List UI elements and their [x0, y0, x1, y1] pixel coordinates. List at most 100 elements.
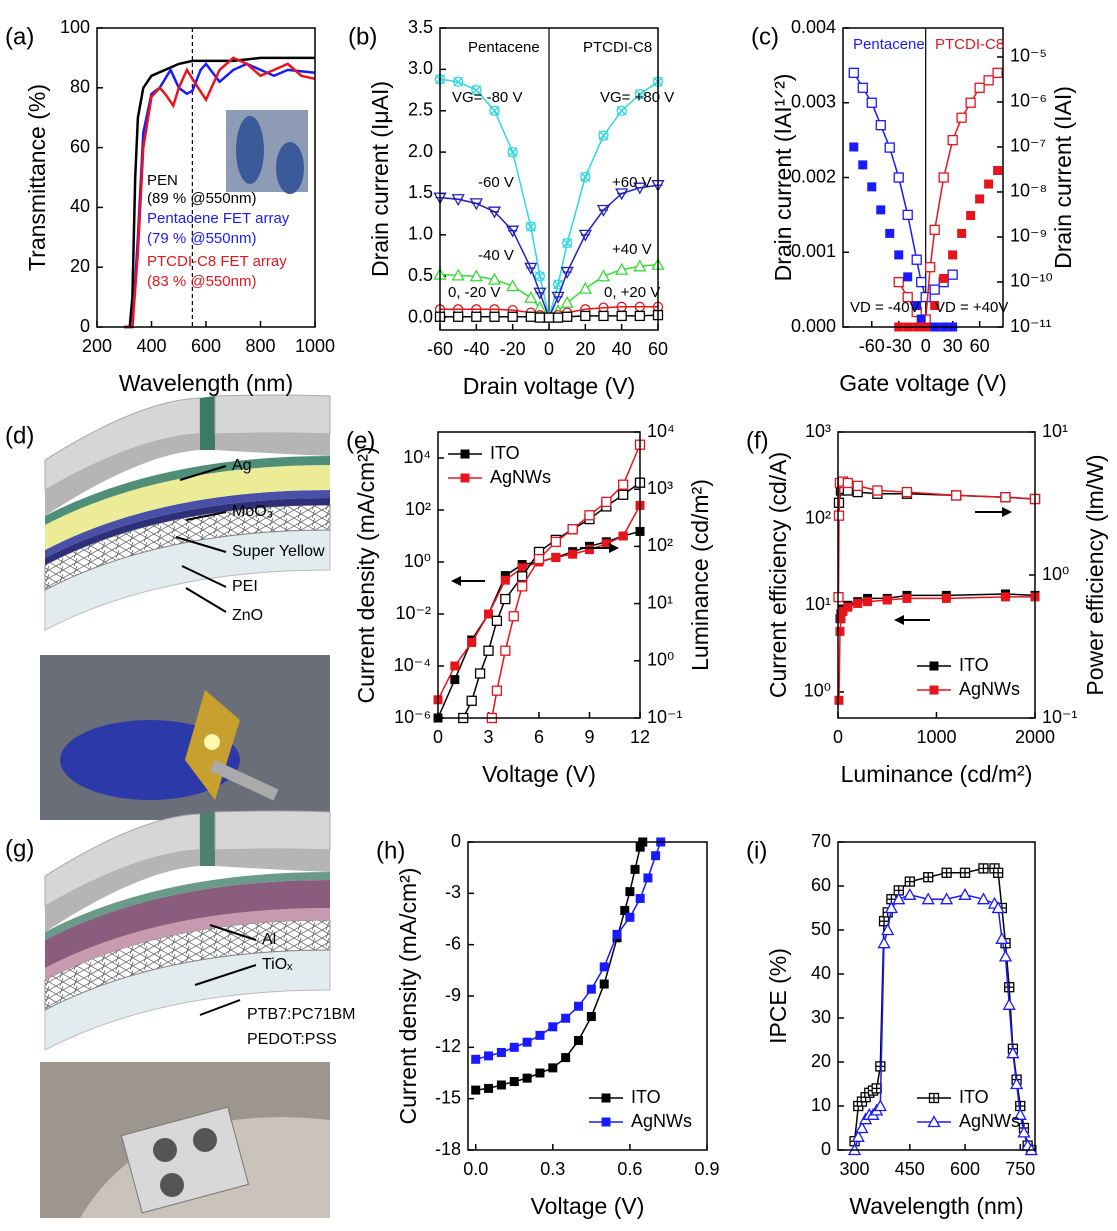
data-point	[509, 1077, 519, 1087]
arrow	[185, 511, 227, 521]
marker-shape	[535, 1068, 545, 1078]
data-point	[978, 863, 989, 874]
x-tick-label: 30	[943, 336, 963, 356]
marker-shape	[534, 271, 545, 282]
x-axis-label: Wavelength (nm)	[849, 1193, 1023, 1219]
x-axis-label: Voltage (V)	[482, 761, 596, 787]
legend-label: ITO	[631, 1087, 661, 1107]
y-tick-label: 100	[60, 17, 90, 37]
data-point	[902, 593, 912, 603]
pei-layer	[45, 490, 330, 558]
data-point	[618, 531, 628, 541]
device-diagram	[44, 394, 331, 631]
marker-shape	[929, 685, 939, 695]
data-point	[584, 510, 595, 521]
y-tick-label: 0.5	[408, 265, 433, 285]
data-point	[551, 552, 561, 562]
marker-shape	[975, 194, 985, 204]
data-point	[928, 1092, 940, 1104]
marker-shape	[838, 606, 848, 616]
marker-shape	[500, 645, 511, 656]
y-tick-label: 10⁰	[404, 551, 431, 571]
marker-shape	[509, 1042, 519, 1052]
y-tick-label: 1.5	[408, 182, 433, 202]
panel-label: (a)	[5, 23, 34, 50]
y-tick-label: 40	[811, 963, 831, 983]
data-point	[630, 864, 640, 874]
y-tick-label: 0.004	[791, 17, 836, 37]
marker-shape	[574, 1035, 584, 1045]
marker-shape	[901, 486, 913, 498]
marker-shape	[487, 272, 502, 285]
annotation: -60 V	[478, 174, 514, 191]
marker-shape	[450, 661, 460, 671]
panel-label: (f)	[746, 427, 769, 454]
data-point	[876, 205, 886, 215]
y-tick-label: 0.001	[791, 241, 836, 261]
marker-shape	[651, 851, 661, 861]
marker-shape	[525, 221, 536, 232]
y-tick-label: 50	[811, 919, 831, 939]
plot-frame	[439, 27, 659, 331]
marker-shape	[471, 1054, 481, 1064]
data-point	[550, 536, 561, 548]
data-point	[471, 311, 482, 322]
y2-tick-label: 10⁻¹	[1042, 707, 1078, 727]
data-point	[882, 595, 892, 605]
marker-shape	[894, 250, 904, 260]
marker-shape	[560, 295, 574, 308]
data-point	[496, 1047, 506, 1057]
data-point	[507, 146, 518, 158]
marker-shape	[863, 597, 873, 607]
x-tick-label: 9	[584, 727, 594, 747]
y-tick-label: 2.0	[408, 141, 433, 161]
marker-shape	[585, 545, 594, 555]
marker-shape	[460, 449, 470, 459]
y-tick-label: 10⁰	[804, 681, 831, 701]
data-point	[469, 269, 483, 282]
marker-shape	[517, 563, 527, 573]
marker-shape	[1006, 1046, 1020, 1059]
cell-electrode	[153, 1138, 177, 1162]
legend-label: AgNWs	[959, 1111, 1020, 1131]
data-point	[894, 250, 904, 260]
data-point	[939, 273, 949, 283]
marker-shape	[471, 85, 482, 96]
data-point	[469, 198, 483, 211]
data-point	[929, 284, 940, 295]
data-point	[585, 545, 594, 555]
marker-shape	[551, 552, 561, 562]
data-point	[489, 105, 500, 116]
annotation: VG= +80 V	[600, 89, 674, 106]
marker-shape	[1000, 592, 1010, 602]
annotation: Pentacene	[853, 36, 925, 53]
plot-frame	[96, 27, 316, 328]
x-tick-label: 0.0	[463, 1159, 488, 1179]
data-point	[930, 301, 940, 311]
y-tick-label: 0	[821, 1139, 831, 1159]
data-point	[863, 597, 873, 607]
y2-tick-label: 10⁻¹¹	[1010, 316, 1052, 336]
data-point	[625, 887, 635, 897]
data-point	[925, 262, 936, 273]
data-point	[534, 271, 546, 282]
x-axis-label: Wavelength (nm)	[119, 370, 293, 396]
data-point	[580, 171, 591, 183]
data-point	[535, 1068, 545, 1078]
data-point	[866, 97, 877, 108]
data-point	[927, 1115, 941, 1128]
data-point	[903, 887, 917, 900]
cell-electrode	[160, 1173, 184, 1197]
arrow	[199, 999, 241, 1016]
data-point	[1017, 1125, 1031, 1138]
marker-shape	[912, 301, 922, 311]
x-tick-label: 40	[612, 339, 632, 359]
data-point	[586, 1012, 596, 1022]
y-tick-label: 70	[811, 831, 831, 851]
y2-tick-label: 10⁻¹⁰	[1010, 271, 1053, 291]
marker-shape	[929, 661, 939, 671]
marker-shape	[902, 291, 913, 303]
legend-label: AgNWs	[959, 679, 1020, 699]
marker-shape	[562, 311, 573, 322]
data-point	[916, 314, 926, 324]
